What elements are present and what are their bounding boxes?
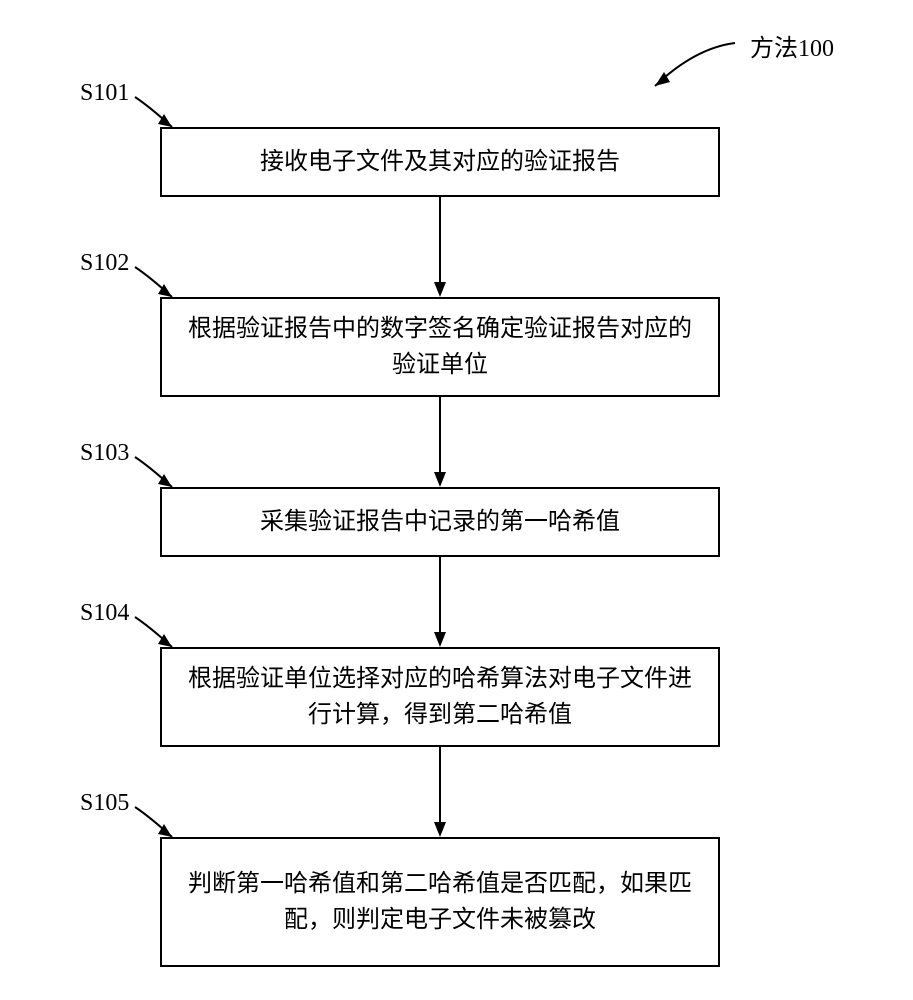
connector-1 bbox=[430, 197, 450, 297]
step-box-s102: 根据验证报告中的数字签名确定验证报告对应的验证单位 bbox=[160, 297, 720, 397]
step-label-s102: S102 bbox=[80, 250, 129, 277]
method-title: 方法100 bbox=[750, 28, 834, 63]
flowchart-container: 方法100 S101 接收电子文件及其对应的验证报告 S102 根据验证报告中的… bbox=[0, 0, 913, 1000]
connector-4 bbox=[430, 747, 450, 837]
step-label-s101: S101 bbox=[80, 80, 129, 107]
title-arrow bbox=[640, 38, 740, 98]
step-label-s104: S104 bbox=[80, 600, 129, 627]
step-box-s105: 判断第一哈希值和第二哈希值是否匹配，如果匹配，则判定电子文件未被篡改 bbox=[160, 837, 720, 967]
step-box-s104: 根据验证单位选择对应的哈希算法对电子文件进行计算，得到第二哈希值 bbox=[160, 647, 720, 747]
step-label-s105: S105 bbox=[80, 790, 129, 817]
connector-2 bbox=[430, 397, 450, 487]
step-box-s103: 采集验证报告中记录的第一哈希值 bbox=[160, 487, 720, 557]
step-box-s101: 接收电子文件及其对应的验证报告 bbox=[160, 127, 720, 197]
connector-3 bbox=[430, 557, 450, 647]
step-label-s103: S103 bbox=[80, 440, 129, 467]
